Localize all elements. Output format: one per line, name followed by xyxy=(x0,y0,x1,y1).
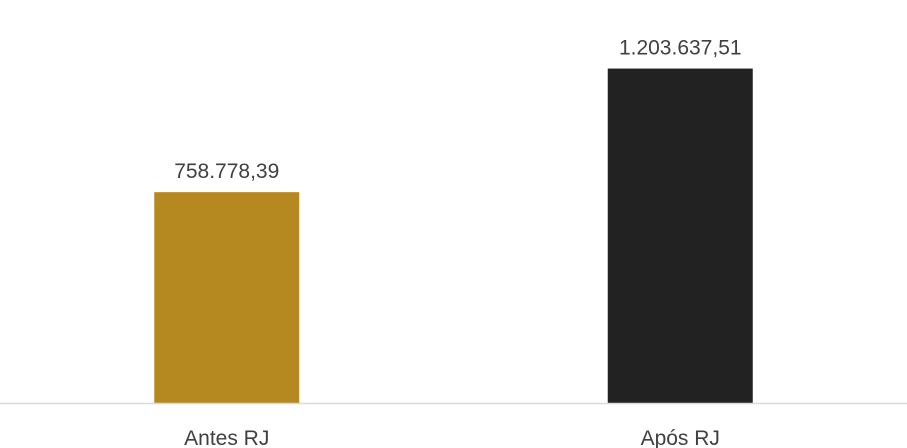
x-tick-labels-group: Antes RJ Após RJ xyxy=(184,427,720,448)
data-labels-group: 758.778,39 1.203.637,51 xyxy=(174,37,741,184)
bar-2 xyxy=(607,68,753,403)
bar-1 xyxy=(154,192,300,403)
x-tick-label-1: Antes RJ xyxy=(184,427,269,448)
bars-group xyxy=(154,68,753,403)
data-label-2: 1.203.637,51 xyxy=(619,37,742,60)
x-tick-label-2: Após RJ xyxy=(641,427,720,448)
data-label-1: 758.778,39 xyxy=(174,160,279,183)
